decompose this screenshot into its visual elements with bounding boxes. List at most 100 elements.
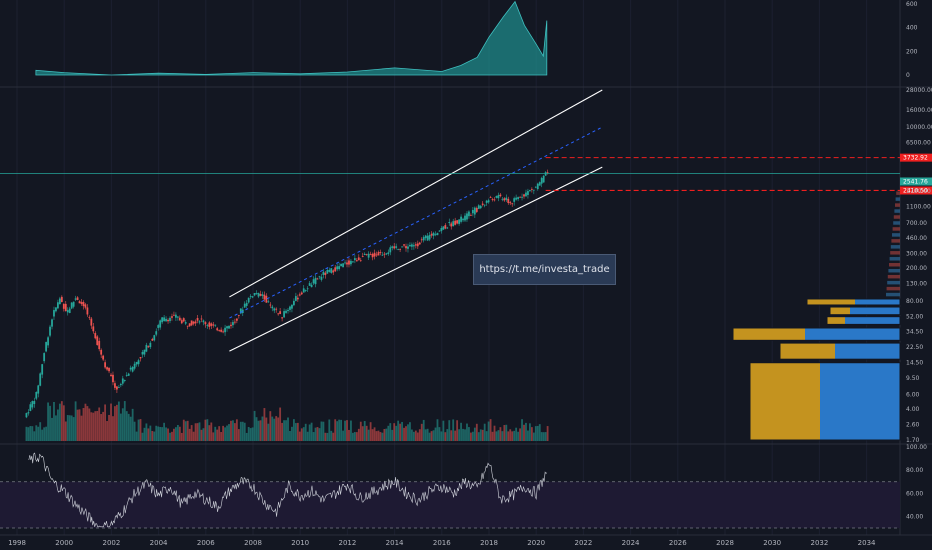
candle-body bbox=[458, 219, 461, 224]
candle-body bbox=[373, 252, 376, 257]
volume-bar bbox=[239, 421, 242, 441]
volume-bar bbox=[47, 402, 49, 441]
price-y-tick-label: 300.00 bbox=[906, 251, 927, 258]
volume-bar bbox=[237, 429, 240, 441]
volume-bar bbox=[249, 428, 252, 441]
volume-bar bbox=[72, 417, 75, 441]
volume-bar bbox=[49, 405, 51, 441]
candle-body bbox=[381, 254, 384, 256]
candle-body bbox=[184, 322, 187, 324]
volume-bar bbox=[39, 422, 42, 441]
volume-bar bbox=[503, 425, 506, 441]
candle-body bbox=[92, 326, 95, 332]
volume-bar bbox=[426, 428, 429, 441]
candle-body bbox=[460, 216, 462, 222]
price-tag-bg bbox=[900, 186, 932, 195]
volume-bar bbox=[352, 432, 354, 441]
price-candles bbox=[25, 169, 549, 419]
candle-body bbox=[57, 302, 59, 309]
candle-body bbox=[369, 254, 372, 256]
candle-body bbox=[149, 342, 152, 348]
volume-bar bbox=[131, 408, 134, 441]
candle-body bbox=[304, 290, 307, 291]
candle-body bbox=[151, 338, 154, 341]
volume-bar bbox=[257, 420, 260, 441]
x-tick-label: 2012 bbox=[338, 539, 356, 547]
volume-bar bbox=[92, 412, 95, 441]
candle-body bbox=[25, 413, 28, 418]
candle-body bbox=[287, 309, 289, 312]
candle-body bbox=[517, 197, 520, 200]
price-y-tick-label: 9.50 bbox=[906, 375, 920, 382]
candle-body bbox=[261, 294, 264, 296]
volume-bar bbox=[106, 421, 108, 441]
volume-bar bbox=[475, 423, 478, 441]
top-y-tick-label: 200 bbox=[906, 48, 918, 55]
volume-bar bbox=[175, 427, 177, 441]
candle-body bbox=[426, 235, 429, 241]
axes: 600400200028000.0016000.0010000.006500.0… bbox=[8, 1, 932, 547]
volume-bar bbox=[149, 425, 152, 441]
candle-body bbox=[434, 234, 437, 236]
volume-bar bbox=[493, 425, 496, 441]
candle-body bbox=[100, 349, 103, 355]
volume-bar bbox=[275, 416, 278, 441]
candle-body bbox=[114, 383, 116, 388]
candle-body bbox=[505, 197, 508, 200]
volume-bar bbox=[196, 423, 199, 441]
candle-body bbox=[527, 191, 529, 195]
telegram-link-text[interactable]: https://t.me/investa_trade bbox=[479, 264, 610, 275]
candle-body bbox=[49, 326, 51, 336]
volume-bar bbox=[412, 431, 415, 441]
volume-bar bbox=[489, 419, 492, 441]
volume-bar bbox=[243, 422, 246, 441]
candle-body bbox=[112, 374, 114, 383]
candle-body bbox=[422, 237, 425, 241]
volume-bar bbox=[401, 421, 403, 441]
candle-body bbox=[298, 294, 301, 296]
volume-bar bbox=[186, 420, 189, 441]
volume-bar bbox=[416, 432, 419, 441]
candle-body bbox=[64, 303, 67, 312]
volume-bar bbox=[454, 430, 457, 441]
volume-bar bbox=[259, 420, 262, 441]
candle-body bbox=[133, 363, 136, 369]
volume-bar bbox=[261, 416, 264, 441]
candle-body bbox=[359, 260, 362, 262]
candle-body bbox=[35, 392, 38, 399]
telegram-link-box[interactable]: https://t.me/investa_trade bbox=[473, 254, 616, 285]
price-y-tick-label: 10000.00 bbox=[906, 124, 932, 131]
candle-body bbox=[55, 307, 57, 312]
volume-bars bbox=[25, 401, 549, 441]
candle-body bbox=[314, 277, 317, 285]
x-tick-label: 2004 bbox=[150, 539, 168, 547]
candle-body bbox=[125, 375, 128, 376]
candle-body bbox=[532, 189, 535, 191]
candle-body bbox=[519, 196, 521, 198]
price-levels bbox=[0, 157, 900, 191]
volume-bar bbox=[507, 431, 510, 441]
candle-body bbox=[346, 262, 348, 265]
volume-bar bbox=[123, 401, 126, 441]
volume-bar bbox=[361, 426, 364, 441]
candle-body bbox=[29, 404, 32, 411]
volume-bar bbox=[192, 431, 195, 441]
channel-lower-line bbox=[229, 166, 603, 352]
volume-bar bbox=[308, 424, 311, 441]
candle-body bbox=[214, 324, 217, 326]
volume-bar bbox=[473, 427, 476, 441]
volume-bar bbox=[90, 412, 93, 441]
volume-bar bbox=[165, 427, 167, 441]
candle-body bbox=[332, 270, 335, 273]
volume-bar bbox=[37, 426, 40, 441]
candle-body bbox=[503, 198, 506, 201]
volume-profile-row-border bbox=[749, 362, 901, 441]
volume-bar bbox=[285, 420, 287, 441]
volume-bar bbox=[53, 401, 55, 441]
volume-bar bbox=[198, 422, 201, 441]
candle-body bbox=[279, 311, 282, 315]
regression-channel bbox=[229, 89, 603, 352]
candle-body bbox=[186, 325, 189, 327]
volume-bar bbox=[389, 423, 392, 441]
